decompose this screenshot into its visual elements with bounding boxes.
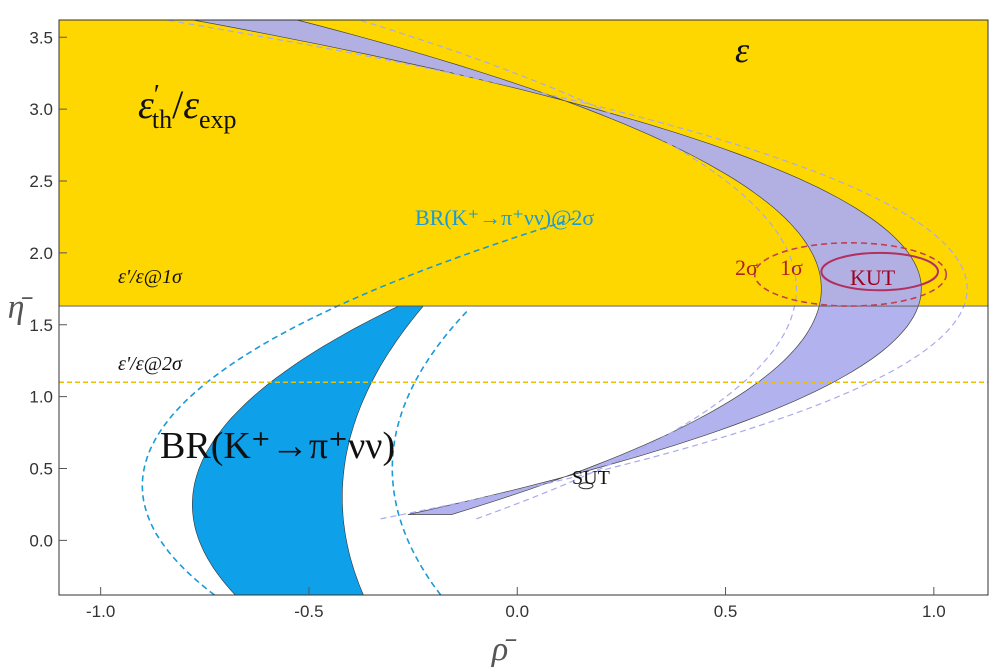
x-tick-label: -1.0	[86, 602, 115, 621]
kut-2sigma-ellipse	[753, 242, 948, 307]
eps-1sigma-label: ε'/ε@1σ	[118, 266, 183, 288]
br-2sigma-label: BR(K⁺→π⁺νν)@2σ	[415, 205, 594, 230]
sut-label: SUT	[572, 467, 610, 489]
y-tick-label: 0.5	[29, 460, 53, 479]
y-tick-label: 3.0	[29, 100, 53, 119]
two-sigma-label: 2σ	[735, 255, 758, 280]
y-tick-label: 1.0	[29, 388, 53, 407]
epsilon-2sigma-inner	[359, 20, 798, 520]
x-tick-label: 1.0	[922, 602, 946, 621]
kut-label: KUT	[850, 265, 896, 290]
y-tick-label: 1.5	[29, 316, 53, 335]
x-tick-label: 0.5	[714, 602, 738, 621]
x-axis-label: ρ̄	[491, 631, 517, 668]
eps-2sigma-label: ε'/ε@2σ	[118, 353, 183, 375]
x-tick-label: -0.5	[294, 602, 323, 621]
sut-ellipse	[578, 482, 594, 490]
y-tick-label: 0.0	[29, 531, 53, 550]
one-sigma-label: 1σ	[780, 255, 803, 280]
y-tick-label: 2.5	[29, 172, 53, 191]
kut-ellipse	[820, 251, 940, 292]
epsilon-band	[192, 20, 922, 515]
epsilon-2sigma-outer	[165, 20, 968, 520]
br-2sigma-inner	[391, 309, 469, 595]
plot-frame	[58, 19, 989, 596]
axis-ticks: -1.0 -0.5 0.0 0.5 1.0 0.0 0.5 1.0 1.5 2.0 2.5 3.0 3.…	[29, 28, 945, 621]
y-tick-label: 3.5	[29, 28, 53, 47]
eps-ratio-label: ε′ th/εexp	[138, 80, 237, 134]
epsilon-label: ε	[735, 30, 750, 70]
x-tick-label: 0.0	[505, 602, 529, 621]
br-label: BR(K⁺→π⁺νν)	[160, 425, 395, 467]
y-tick-label: 2.0	[29, 244, 53, 263]
plot-area	[59, 20, 988, 595]
